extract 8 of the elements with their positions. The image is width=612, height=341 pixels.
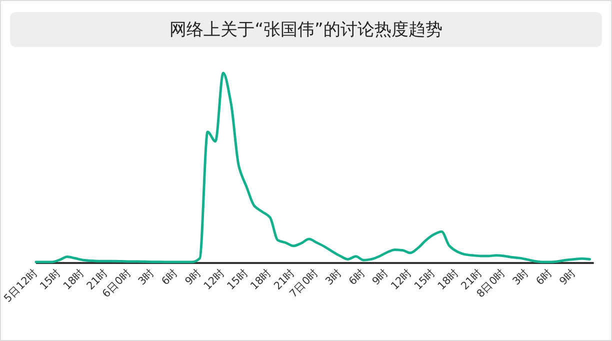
x-tick-label: 6时 [533,266,555,288]
x-tick-label: 6时 [158,266,181,288]
x-tick-label: 9时 [556,266,578,288]
x-tick-label: 3时 [322,266,344,288]
x-tick-label: 6时 [346,266,368,288]
x-tick-label: 3时 [135,266,158,288]
x-tick-label: 3时 [510,266,532,288]
chart-title: 网络上关于“张国伟”的讨论热度趋势 [170,20,442,40]
